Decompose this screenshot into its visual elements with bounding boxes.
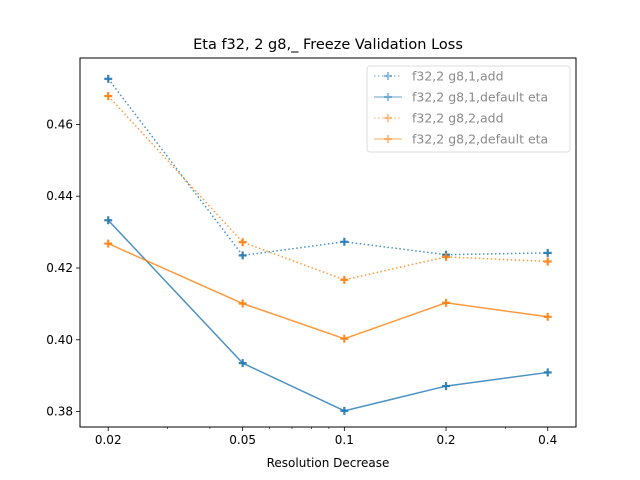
x-tick-label: 0.05 [229,433,256,447]
data-point-s3-1 [104,92,113,101]
legend-box [366,65,571,153]
data-point-s3-4 [442,252,451,261]
data-point-s4-4 [442,298,451,307]
y-tick-label: 0.40 [46,333,73,347]
legend-label: f32,2 g8,2,add [412,111,504,126]
data-point-s1-2 [238,251,247,260]
axes-frame [79,57,577,428]
data-point-s1-3 [340,237,349,246]
data-point-s4-3 [340,334,349,343]
x-axis-label: Resolution Decrease [267,456,390,470]
legend-entry-4: f32,2 g8,2,default eta [374,132,548,147]
data-point-s1-1 [104,74,113,83]
y-axis: 0.38 0.40 0.42 0.44 0.46 [46,117,80,419]
data-point-s3-2 [238,238,247,247]
y-tick-label: 0.42 [46,261,73,275]
x-tick-label: 0.02 [95,433,122,447]
y-tick-label: 0.44 [46,189,73,203]
x-tick-label: 0.2 [436,433,455,447]
x-tick-label: 0.1 [335,433,354,447]
legend-marker [384,93,392,101]
legend: f32,2 g8,1,add f32,2 g8,1,default eta f32,… [366,65,571,153]
legend-entry-1: f32,2 g8,1,add [374,69,504,84]
data-point-s2-5 [543,368,552,377]
data-point-s3-5 [543,257,552,266]
x-axis: 0.02 0.05 0.1 0.2 0.4 [95,427,557,447]
legend-entry-3: f32,2 g8,2,add [374,111,504,126]
series-line-3 [107,95,548,281]
legend-entry-2: f32,2 g8,1,default eta [374,90,548,105]
data-point-s4-2 [238,299,247,308]
legend-marker [384,135,392,143]
data-point-s2-3 [340,406,349,415]
x-tick-label: 0.4 [538,433,557,447]
legend-label: f32,2 g8,1,default eta [412,90,548,105]
y-tick-label: 0.38 [46,405,73,419]
legend-marker [384,114,392,122]
legend-marker [384,72,392,80]
plot-area [104,74,552,415]
data-point-s2-1 [104,216,113,225]
chart-title: Eta f32, 2 g8,_ Freeze Validation Loss [193,37,463,53]
data-point-s3-3 [340,275,349,284]
data-point-s1-5 [543,248,552,257]
legend-label: f32,2 g8,1,add [412,69,504,84]
data-point-s2-2 [238,359,247,368]
data-point-s4-1 [104,239,113,248]
y-tick-label: 0.46 [46,117,73,131]
data-point-s4-5 [543,312,552,321]
legend-label: f32,2 g8,2,default eta [412,132,548,147]
data-point-s2-4 [442,382,451,391]
